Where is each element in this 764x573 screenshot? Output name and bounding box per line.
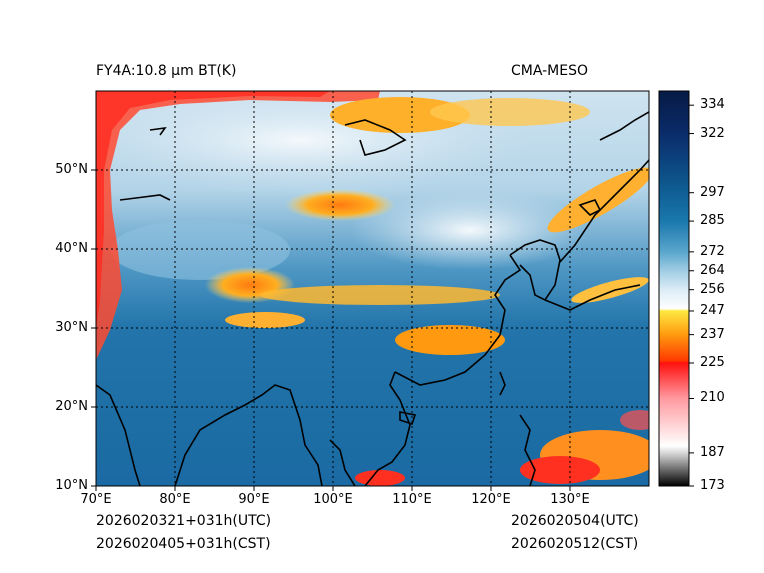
coast-india-west — [96, 384, 141, 486]
very-cold-cloud-south — [355, 470, 405, 486]
cold-cloud-japan — [571, 277, 649, 303]
valid-time-utc: 2026020504(UTC) — [511, 513, 639, 529]
warm-edge-west-inner — [96, 91, 330, 330]
coast-indochina — [364, 371, 411, 486]
lat-label-40: 40°N — [55, 241, 88, 256]
lat-label-10: 10°N — [55, 478, 88, 493]
data-source-label: CMA-MESO — [511, 63, 589, 79]
cb-label: 256 — [700, 281, 725, 297]
coast-bay-of-bengal — [174, 384, 323, 486]
coastlines — [96, 111, 649, 486]
cb-label: 247 — [700, 302, 725, 318]
cold-cloud-far-east — [430, 98, 590, 126]
coast-malay — [329, 439, 356, 486]
cb-label: 297 — [700, 184, 725, 200]
lon-label-110: 110°E — [392, 492, 432, 507]
colorbar-ticks — [689, 104, 694, 487]
coast-korea — [509, 239, 561, 302]
cloud-north-china — [350, 190, 590, 270]
lat-label-30: 30°N — [55, 320, 88, 335]
coast-china-east — [394, 254, 522, 386]
lon-label-100: 100°E — [313, 492, 353, 507]
init-time-utc: 2026020321+031h(UTC) — [96, 513, 272, 529]
lon-label-70: 70°E — [80, 492, 112, 507]
lat-label-20: 20°N — [55, 399, 88, 414]
coast-okhotsk — [599, 111, 649, 141]
cb-label: 173 — [700, 478, 725, 493]
cold-cloud-south-china — [395, 325, 505, 355]
valid-time-cst: 2026020512(CST) — [511, 536, 639, 552]
cold-cloud-band — [260, 285, 500, 305]
cb-label: 285 — [700, 213, 725, 229]
coast-baikal — [344, 119, 407, 156]
lon-label-120: 120°E — [471, 492, 511, 507]
lon-label-90: 90°E — [238, 492, 270, 507]
axis-ticks — [91, 169, 571, 491]
cb-label: 210 — [700, 390, 725, 406]
cold-cloud-himalaya — [225, 312, 305, 328]
lake-balkhash — [149, 126, 167, 136]
cold-cloud-east-edge — [620, 410, 649, 430]
coast-caspian-east — [119, 194, 171, 201]
cb-label: 322 — [700, 125, 725, 141]
graticule — [96, 91, 649, 486]
very-cold-cloud-philippines — [520, 456, 600, 484]
cb-label: 264 — [700, 262, 725, 278]
cold-cloud-mongolia — [285, 189, 395, 221]
coast-japan-south — [544, 284, 641, 311]
coast-hainan — [399, 411, 417, 426]
map-frame — [95, 90, 650, 487]
map-field — [96, 91, 649, 486]
coast-japan-north — [559, 159, 649, 263]
init-time-cst: 2026020405+031h(CST) — [96, 536, 271, 552]
cold-cloud-siberia — [330, 97, 470, 133]
coast-hokkaido — [578, 199, 602, 216]
cb-label: 272 — [700, 243, 725, 259]
cb-label: 334 — [700, 97, 725, 113]
tibet-band — [110, 220, 290, 280]
colorbar — [658, 90, 690, 487]
lat-label-50: 50°N — [55, 162, 88, 177]
cb-label: 187 — [700, 444, 725, 460]
lon-label-130: 130°E — [550, 492, 590, 507]
map-title: FY4A:10.8 µm BT(K) — [96, 63, 237, 79]
cb-label: 225 — [700, 355, 725, 370]
warm-edge-west — [96, 91, 380, 360]
coast-taiwan — [499, 371, 506, 396]
cb-label: 237 — [700, 326, 725, 342]
lon-label-80: 80°E — [159, 492, 191, 507]
coast-philippines — [519, 414, 536, 486]
